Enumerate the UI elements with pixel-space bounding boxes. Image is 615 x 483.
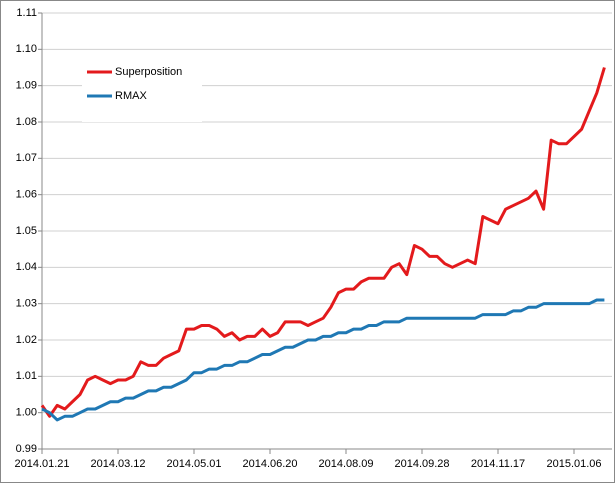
- y-tick-label: 1.07: [16, 152, 37, 164]
- legend-label: RMAX: [115, 90, 147, 102]
- y-tick-label: 0.99: [16, 443, 37, 455]
- y-tick-label: 1.00: [16, 407, 37, 419]
- y-tick-label: 1.03: [16, 298, 37, 310]
- y-tick-label: 1.02: [16, 334, 37, 346]
- legend-label: Superposition: [115, 66, 182, 78]
- x-tick-label: 2014.06.20: [242, 458, 297, 470]
- y-tick-label: 1.11: [16, 7, 37, 19]
- y-tick-label: 1.04: [16, 261, 37, 273]
- data-line: [41, 298, 605, 422]
- x-tick-label: 2014.09.28: [394, 458, 449, 470]
- x-tick-label: 2014.11.17: [471, 458, 525, 470]
- x-tick-label: 2015.01.06: [546, 458, 601, 470]
- x-tick-label: 2014.01.21: [14, 458, 69, 470]
- y-tick-label: 1.05: [16, 225, 37, 237]
- data-line: [40, 67, 606, 418]
- x-tick-label: 2014.08.09: [318, 458, 373, 470]
- y-tick-label: 1.09: [16, 80, 37, 92]
- y-tick-label: 1.06: [16, 189, 37, 201]
- y-tick-label: 1.10: [16, 43, 37, 55]
- legend-box: [82, 60, 202, 122]
- x-tick-label: 2014.03.12: [90, 458, 145, 470]
- y-tick-label: 1.08: [16, 116, 37, 128]
- x-tick-label: 2014.05.01: [166, 458, 221, 470]
- y-tick-label: 1.01: [16, 370, 37, 382]
